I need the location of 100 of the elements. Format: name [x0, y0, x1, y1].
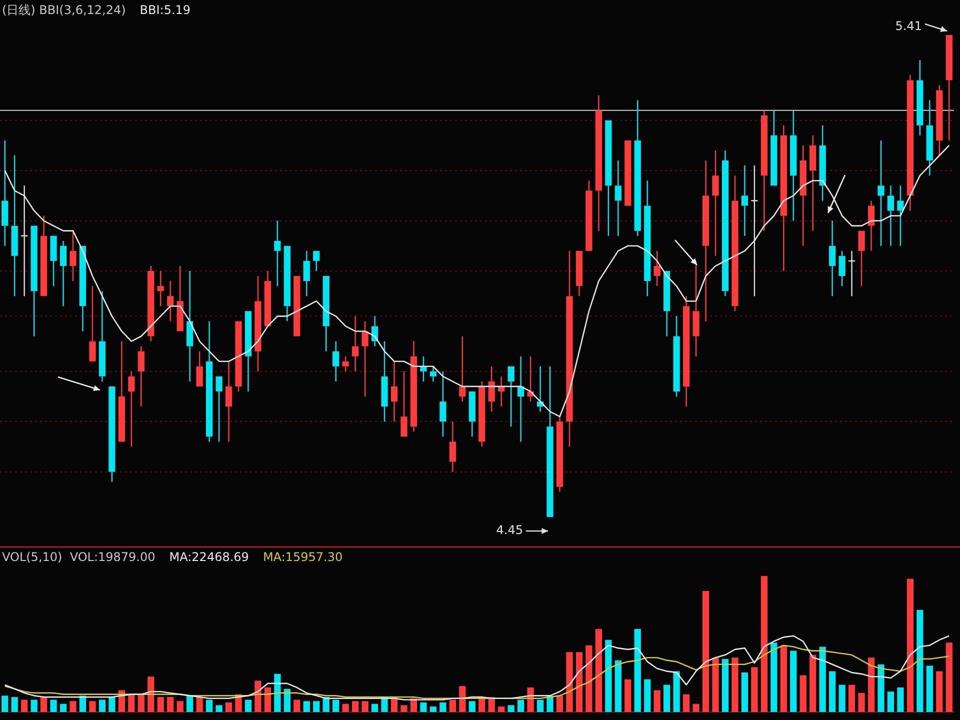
bar: [284, 688, 290, 712]
candlestick: [790, 110, 797, 222]
bar: [2, 696, 8, 712]
bar: [362, 701, 368, 712]
bar: [98, 700, 106, 712]
candlestick: [887, 185, 894, 246]
bar: [848, 684, 856, 712]
bar: [819, 646, 826, 712]
candlestick: [468, 391, 476, 438]
candlestick: [400, 370, 408, 437]
candlestick: [98, 290, 106, 382]
candlestick: [30, 226, 38, 337]
bar: [722, 658, 729, 712]
bar: [294, 700, 300, 712]
bar: [566, 652, 573, 712]
bar: [858, 692, 865, 712]
bar: [468, 701, 476, 712]
bar: [420, 702, 427, 712]
candlestick: [40, 215, 48, 296]
bar: [732, 658, 738, 712]
chart-title: VOL(5,10) VOL:19879.00: [2, 550, 156, 564]
bar: [167, 697, 174, 712]
bar: [517, 700, 524, 712]
candlestick: [352, 316, 359, 372]
bar: [381, 697, 388, 712]
candlestick: [712, 150, 719, 257]
candlestick: [390, 360, 398, 422]
bar: [605, 640, 612, 712]
candlestick: [702, 160, 710, 322]
bar: [916, 610, 924, 712]
bar: [108, 697, 116, 712]
candlestick: [829, 220, 836, 297]
candlestick: [810, 134, 816, 232]
candlestick: [916, 60, 924, 136]
bar: [70, 701, 76, 712]
candlestick: [148, 265, 154, 342]
bar: [829, 671, 836, 712]
bar: [702, 590, 710, 712]
bar: [79, 696, 86, 712]
chart-title: (日线) BBI(3,6,12,24): [2, 3, 126, 17]
candlestick: [488, 366, 495, 412]
candlestick: [138, 346, 144, 408]
candlestick: [546, 366, 554, 517]
candlestick: [750, 164, 758, 297]
bar: [225, 702, 232, 712]
text: 4.45: [496, 523, 523, 538]
bar: [371, 704, 378, 712]
text: BBI:5.19: [140, 3, 191, 17]
candlestick: [800, 144, 806, 246]
candlestick: [722, 150, 729, 297]
candlestick: [20, 185, 28, 297]
candlestick: [157, 270, 164, 307]
text: MA:22468.69: [169, 550, 249, 564]
bar: [274, 674, 281, 712]
candlestick: [79, 246, 86, 332]
bar: [21, 700, 28, 712]
candlestick: [420, 356, 427, 382]
candlestick: [760, 110, 768, 232]
candlestick: [128, 370, 135, 448]
candlestick: [89, 285, 96, 362]
candlestick: [2, 140, 8, 246]
bar: [400, 705, 408, 712]
bar: [624, 679, 632, 712]
candlestick: [225, 360, 232, 442]
bar: [342, 704, 349, 712]
candlestick: [60, 240, 67, 307]
text: 5.41: [895, 19, 922, 34]
candlestick: [654, 250, 660, 287]
bar: [868, 658, 875, 712]
bar: [878, 664, 884, 712]
candlestick: [176, 265, 184, 332]
candlestick: [303, 250, 310, 297]
bar: [196, 697, 203, 712]
candlestick: [254, 275, 262, 372]
candlestick: [858, 230, 865, 287]
candlestick: [897, 185, 904, 246]
bar: [176, 701, 184, 712]
candlestick: [244, 311, 252, 392]
bar: [906, 578, 914, 712]
bar: [576, 652, 583, 712]
bar: [887, 692, 894, 712]
bar: [673, 671, 680, 712]
bar: [634, 629, 641, 712]
candlestick: [332, 340, 340, 382]
candlestick: [206, 320, 213, 442]
candlestick: [946, 35, 952, 142]
bar: [508, 705, 514, 712]
candlestick: [410, 340, 418, 432]
bar: [440, 702, 446, 712]
bar: [186, 696, 194, 712]
bar: [157, 697, 164, 712]
candlestick: [322, 276, 330, 352]
bar: [60, 704, 67, 712]
bar: [654, 690, 660, 712]
candlestick: [664, 270, 670, 337]
candlestick: [196, 350, 203, 386]
candlestick: [614, 160, 622, 236]
candlestick: [440, 370, 446, 438]
candlestick: [342, 356, 349, 372]
candlestick: [682, 295, 690, 408]
